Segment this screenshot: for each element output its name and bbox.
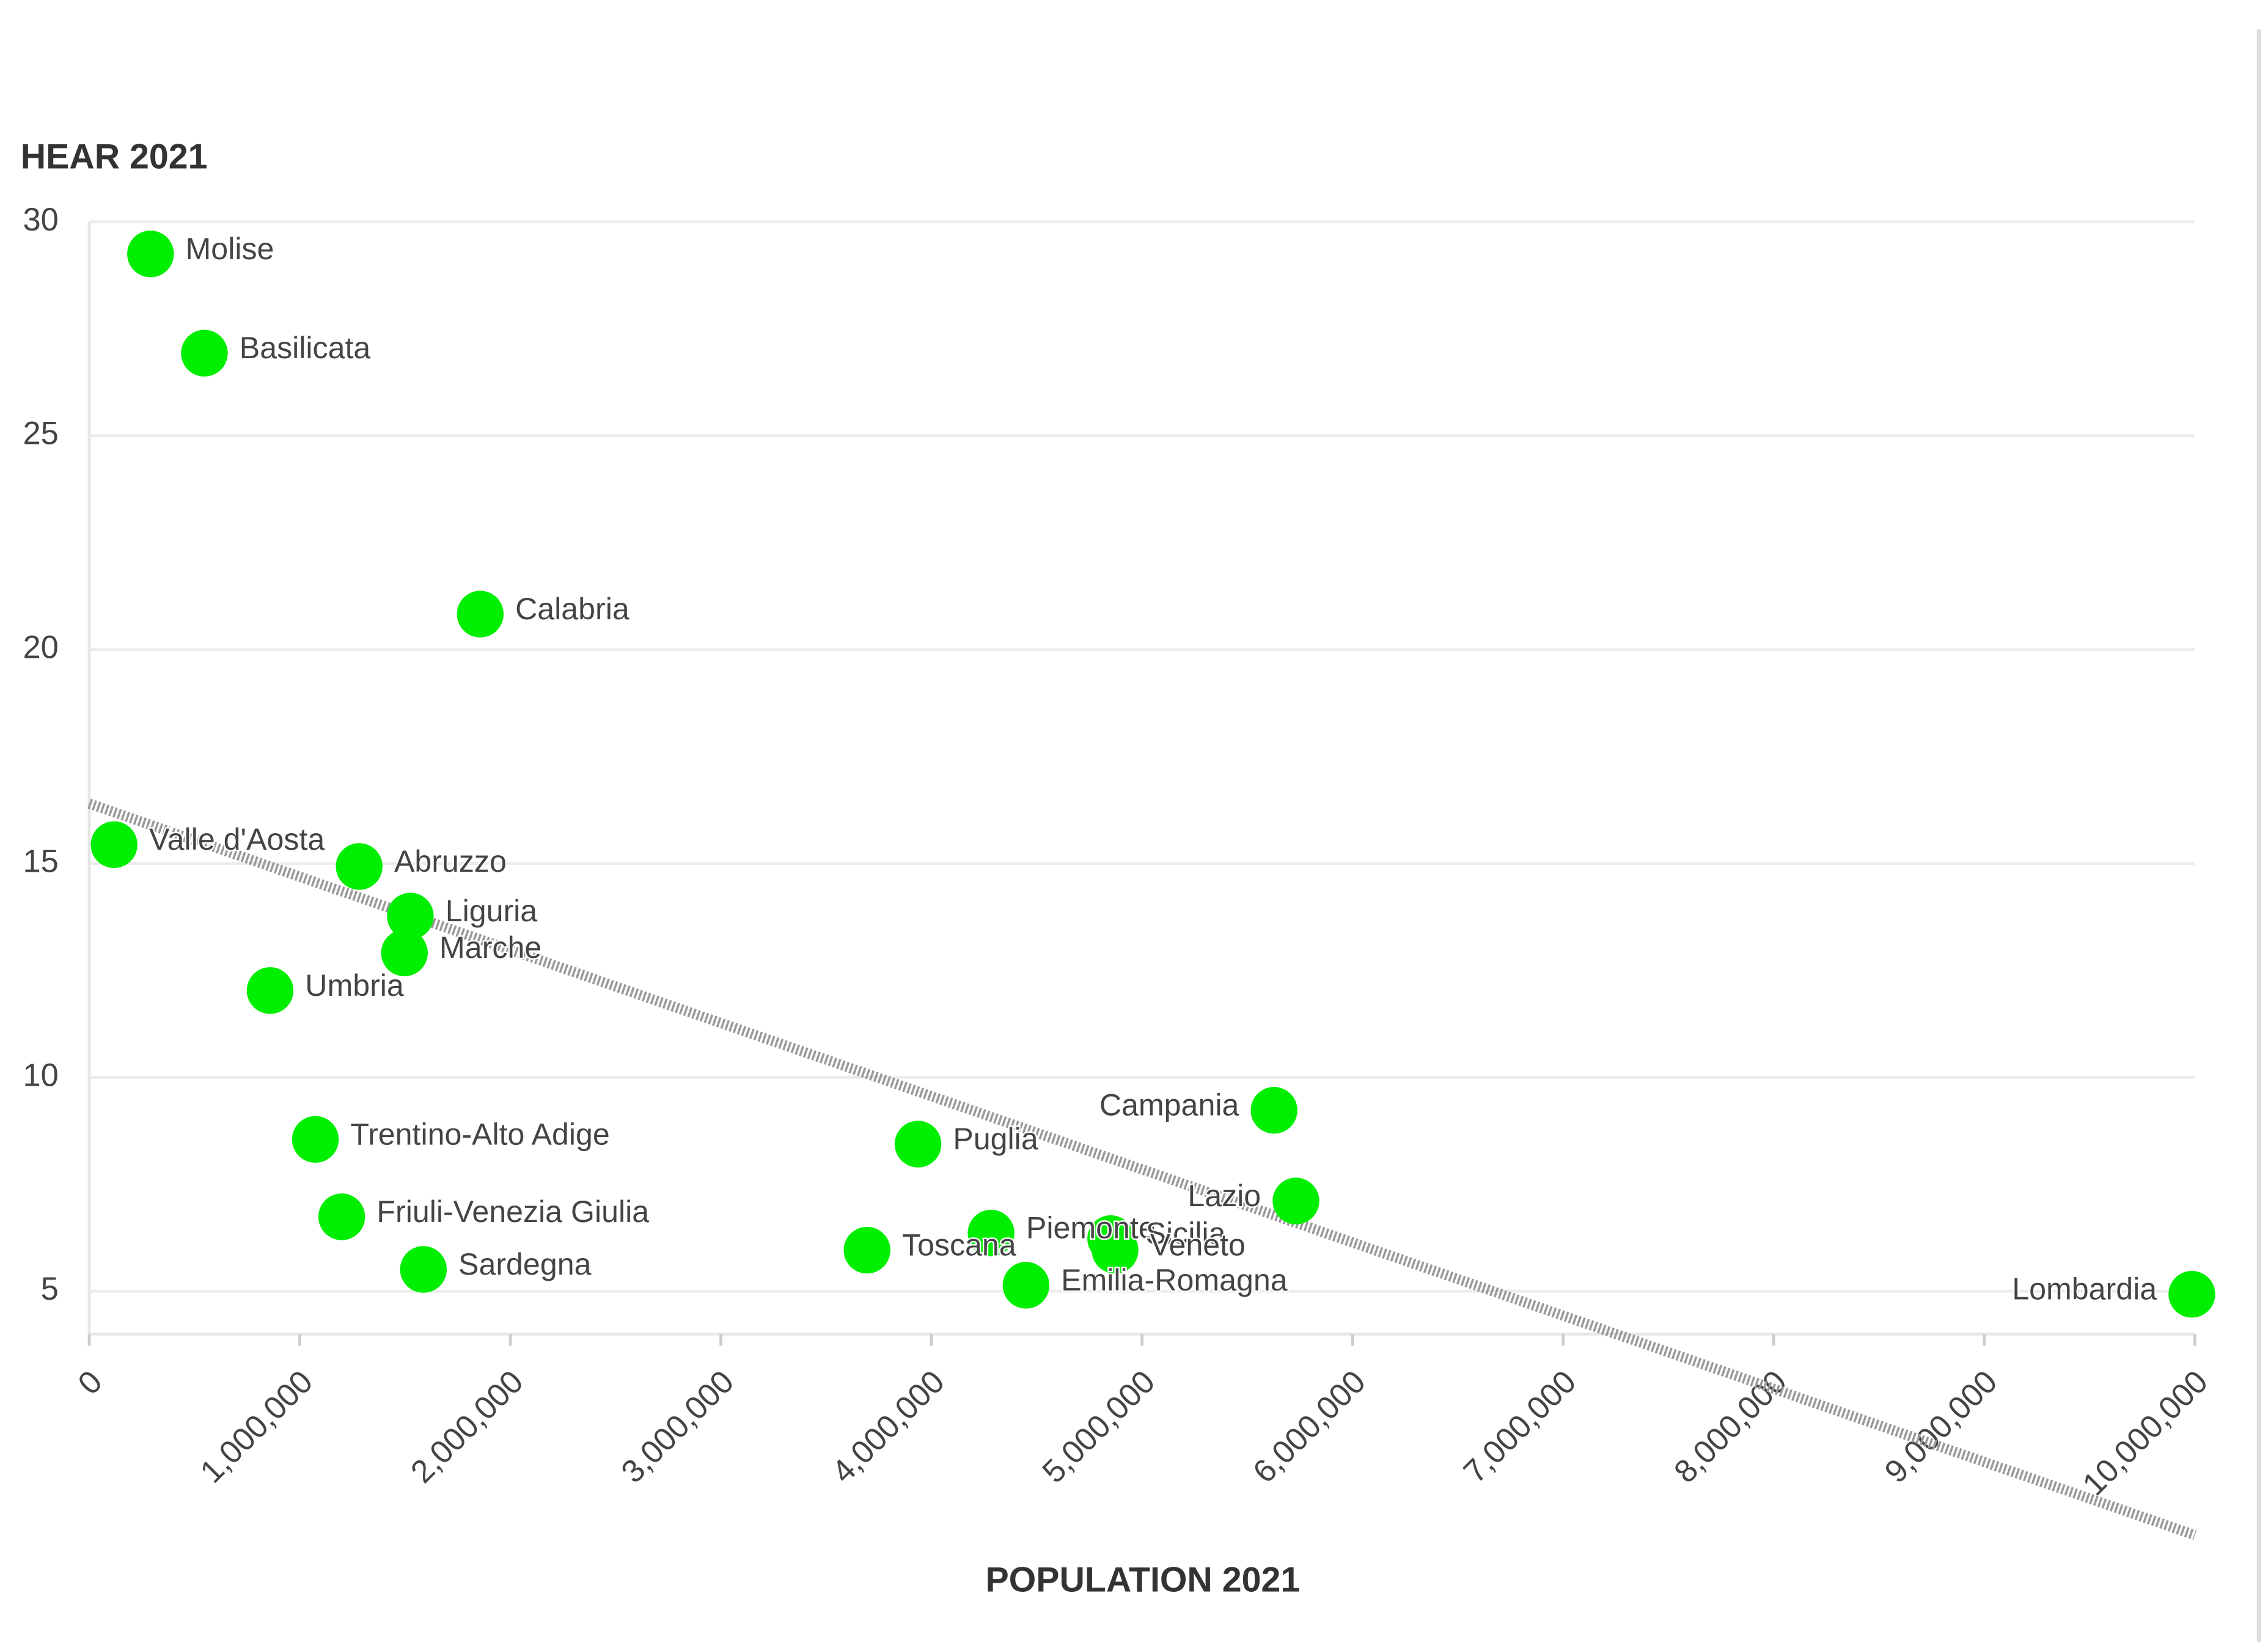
point — [381, 929, 428, 976]
point — [90, 821, 138, 868]
point — [2168, 1270, 2215, 1318]
point-label: Puglia — [953, 1122, 1038, 1156]
point-label: Piemonte — [1026, 1211, 1156, 1245]
point-label: Lazio — [1187, 1179, 1261, 1213]
point — [292, 1116, 339, 1163]
y-tick-label: 10 — [23, 1057, 58, 1093]
y-tick-label: 20 — [23, 630, 58, 666]
point-label: Emilia-Romagna — [1061, 1263, 1288, 1297]
point-label: Liguria — [446, 894, 538, 928]
y-tick-label: 30 — [23, 202, 58, 238]
point — [1250, 1087, 1297, 1134]
point-label: Umbria — [305, 968, 404, 1003]
point-label: Toscana — [902, 1228, 1016, 1262]
point — [967, 1209, 1015, 1257]
x-tick-label: 0 — [71, 1363, 109, 1401]
point — [246, 967, 294, 1014]
x-axis-title: POPULATION 2021 — [985, 1560, 1300, 1599]
point — [894, 1121, 942, 1168]
x-tick-label: 6,000,000 — [1246, 1363, 1373, 1490]
x-tick-label: 5,000,000 — [1035, 1363, 1162, 1490]
point-label: Sicilia — [1146, 1217, 1226, 1251]
point — [1002, 1262, 1049, 1309]
point-label: Calabria — [515, 592, 629, 626]
point — [400, 1246, 447, 1293]
point-label: Abruzzo — [394, 844, 507, 878]
x-tick-label: 3,000,000 — [614, 1363, 741, 1490]
point — [457, 591, 504, 638]
point — [387, 893, 434, 940]
x-tick-label: 8,000,000 — [1667, 1363, 1794, 1490]
point — [336, 843, 383, 890]
point-label: Valle d'Aosta — [149, 822, 325, 856]
y-tick-label: 25 — [23, 416, 58, 452]
y-axis-title: HEAR 2021 — [21, 137, 208, 176]
y-tick-label: 5 — [41, 1271, 59, 1307]
x-tick-label: 9,000,000 — [1877, 1363, 2004, 1490]
point-label: Campania — [1099, 1088, 1239, 1122]
point-label: Basilicata — [240, 331, 371, 365]
point — [1272, 1177, 1319, 1224]
point-label: Marche — [439, 930, 541, 965]
x-tick-label: 2,000,000 — [404, 1363, 530, 1490]
point-label: Trentino-Alto Adige — [350, 1117, 609, 1151]
x-tick-label: 10,000,000 — [2075, 1363, 2215, 1503]
point — [318, 1193, 365, 1240]
point — [843, 1226, 890, 1274]
trend-line — [87, 798, 2196, 1540]
point-label: Molise — [186, 232, 274, 266]
point-label: Lombardia — [2012, 1272, 2157, 1306]
point-label: Friuli-Venezia Giulia — [376, 1195, 649, 1229]
point — [127, 230, 174, 278]
x-tick-label: 4,000,000 — [825, 1363, 952, 1490]
point-label: Veneto — [1150, 1228, 1246, 1262]
x-tick-label: 7,000,000 — [1456, 1363, 1583, 1490]
point — [1092, 1226, 1139, 1274]
x-tick-label: 1,000,000 — [193, 1363, 320, 1490]
point-label: Sardegna — [458, 1247, 592, 1281]
point — [181, 330, 228, 377]
y-tick-label: 15 — [23, 843, 58, 879]
